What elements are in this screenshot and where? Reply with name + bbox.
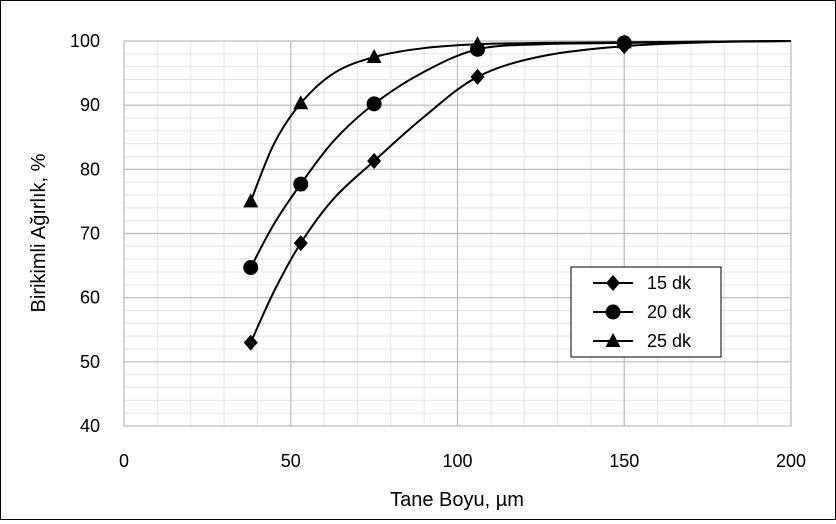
triangle-marker [366,49,382,64]
triangle-marker [243,193,259,208]
diamond-marker [367,152,382,169]
legend-item: 25 dk [593,331,692,351]
triangle-marker [616,34,632,49]
diamond-marker [293,235,308,252]
x-tick-label: 150 [609,451,639,471]
tick-labels: 0 50 100 150 200 40 50 60 70 80 90 100 [70,31,806,471]
x-tick-label: 0 [119,451,129,471]
y-tick-label: 50 [80,352,100,372]
diamond-marker [606,275,620,291]
plot-border [123,40,792,427]
series-circle [243,35,792,276]
y-tick-label: 40 [80,416,100,436]
x-tick-label: 100 [442,451,472,471]
legend-label: 25 dk [647,331,692,351]
plot-area-border [123,40,792,427]
series-diamond [243,38,792,351]
legend-item: 15 dk [593,273,692,293]
legend-label: 15 dk [647,273,692,293]
series-line [249,40,792,343]
diamond-marker [243,334,258,351]
circle-marker [243,260,259,276]
series-triangle [243,34,792,208]
y-tick-label: 70 [80,224,100,244]
y-tick-label: 60 [80,288,100,308]
diamond-marker [470,68,485,85]
circle-marker [293,176,309,192]
legend: 15 dk 20 dk 25 dk [570,266,722,358]
y-tick-label: 80 [80,159,100,179]
circle-marker [366,96,382,112]
y-tick-label: 100 [70,31,100,51]
triangle-marker [605,333,621,347]
x-tick-label: 50 [281,451,301,471]
series-layer [243,34,792,351]
triangle-marker [470,36,486,51]
circle-marker [605,304,621,320]
legend-item: 20 dk [593,302,692,322]
y-tick-label: 90 [80,95,100,115]
x-axis-title: Tane Boyu, µm [390,489,524,511]
y-axis-title: Birikimli Ağırlık, % [28,153,50,312]
series-line [249,40,792,202]
legend-label: 20 dk [647,302,692,322]
triangle-marker [293,95,309,110]
x-tick-label: 200 [776,451,806,471]
